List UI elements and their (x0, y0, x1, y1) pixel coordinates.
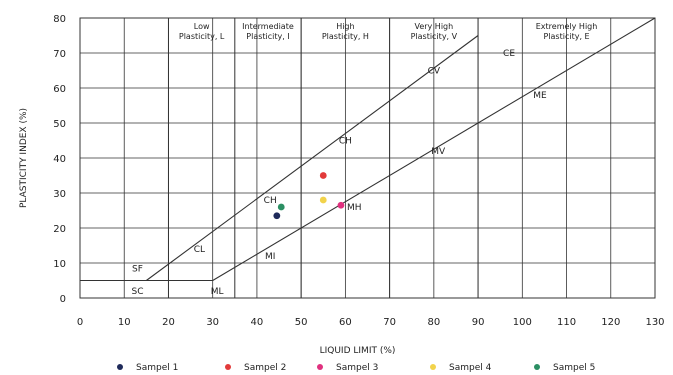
b-line (212, 17, 656, 281)
zone-label: Extremely High (536, 22, 598, 31)
x-tick-label: 110 (557, 317, 576, 328)
region-label: CE (503, 49, 515, 59)
x-tick-label: 130 (645, 317, 664, 328)
x-tick-label: 60 (339, 317, 352, 328)
region-label: CL (194, 245, 205, 255)
legend-label: Sampel 1 (136, 363, 178, 373)
zone-label: Plasticity, V (411, 32, 458, 41)
data-point (319, 196, 327, 204)
legend-label: Sampel 5 (553, 363, 595, 373)
y-tick-label: 40 (53, 154, 66, 165)
region-label: ME (533, 91, 547, 101)
x-tick-label: 80 (427, 317, 440, 328)
a-line (146, 35, 479, 281)
region-label: MV (431, 147, 446, 157)
region-label: SC (132, 287, 144, 297)
x-tick-label: 10 (118, 317, 131, 328)
y-tick-label: 0 (60, 294, 66, 305)
zone-label: Intermediate (242, 22, 294, 31)
zone-label: Plasticity, E (543, 32, 589, 41)
zone-label: Plasticity, H (322, 32, 369, 41)
region-label: SF (132, 264, 143, 274)
x-tick-label: 40 (251, 317, 264, 328)
y-tick-label: 10 (53, 259, 66, 270)
zone-label: Low (194, 22, 210, 31)
legend-marker (317, 364, 323, 370)
legend-marker (430, 364, 436, 370)
zone-label: Plasticity, L (179, 32, 225, 41)
data-point (277, 203, 285, 211)
x-tick-label: 0 (77, 317, 83, 328)
x-tick-label: 50 (295, 317, 308, 328)
x-tick-label: 100 (513, 317, 532, 328)
legend-marker (534, 364, 540, 370)
region-label: MI (265, 252, 275, 262)
zone-label: High (336, 22, 354, 31)
x-tick-label: 30 (206, 317, 219, 328)
legend-label: Sampel 3 (336, 363, 378, 373)
legend-marker (117, 364, 123, 370)
legend-marker (225, 364, 231, 370)
zone-label: Very High (414, 22, 453, 31)
zone-label: Plasticity, I (246, 32, 289, 41)
y-tick-label: 30 (53, 189, 66, 200)
x-tick-label: 90 (472, 317, 485, 328)
data-point (337, 201, 345, 209)
legend-label: Sampel 2 (244, 363, 286, 373)
region-label: CV (428, 67, 441, 77)
region-label: CH (264, 196, 277, 206)
y-axis-title: PLASTICITY INDEX (%) (19, 108, 29, 208)
y-tick-label: 80 (53, 14, 66, 25)
y-tick-label: 20 (53, 224, 66, 235)
data-point (319, 172, 327, 179)
x-tick-label: 20 (162, 317, 175, 328)
region-label: MH (347, 203, 362, 213)
x-tick-label: 70 (383, 317, 396, 328)
legend-label: Sampel 4 (449, 363, 492, 373)
x-axis-title: LIQUID LIMIT (%) (320, 346, 396, 356)
x-tick-label: 120 (601, 317, 620, 328)
y-tick-label: 60 (53, 84, 66, 95)
y-tick-label: 70 (53, 49, 66, 60)
region-label: CH (339, 137, 352, 147)
region-label: ML (211, 287, 224, 297)
data-point (273, 212, 281, 220)
y-tick-label: 50 (53, 119, 66, 130)
